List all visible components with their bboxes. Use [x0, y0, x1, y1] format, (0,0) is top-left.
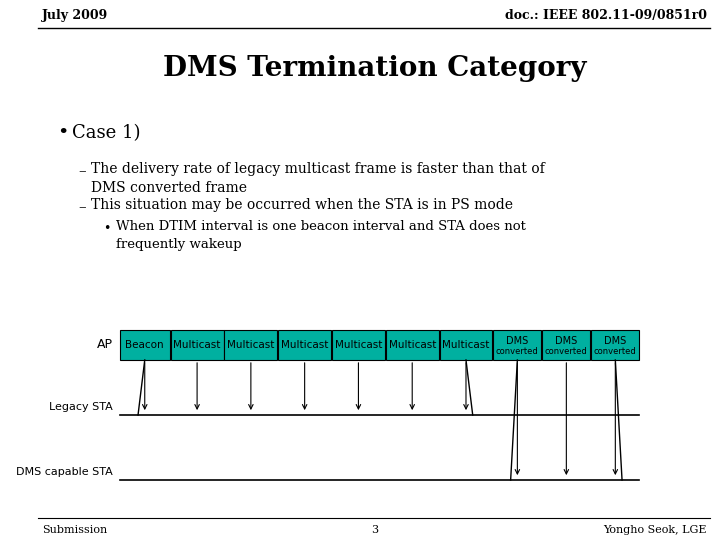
Text: Multicast: Multicast: [228, 340, 274, 350]
FancyBboxPatch shape: [278, 330, 331, 360]
Text: converted: converted: [594, 347, 636, 356]
FancyBboxPatch shape: [332, 330, 384, 360]
Text: DMS Termination Category: DMS Termination Category: [163, 55, 586, 82]
Text: The delivery rate of legacy multicast frame is faster than that of
DMS converted: The delivery rate of legacy multicast fr…: [91, 162, 545, 195]
Text: •: •: [104, 222, 111, 235]
Text: DMS: DMS: [555, 335, 577, 346]
Text: •: •: [58, 124, 68, 142]
Text: 3: 3: [371, 525, 378, 535]
Text: DMS: DMS: [506, 335, 528, 346]
Text: July 2009: July 2009: [42, 10, 108, 23]
FancyBboxPatch shape: [171, 330, 223, 360]
FancyBboxPatch shape: [386, 330, 438, 360]
Text: This situation may be occurred when the STA is in PS mode: This situation may be occurred when the …: [91, 198, 513, 212]
Text: Multicast: Multicast: [389, 340, 436, 350]
Text: doc.: IEEE 802.11-09/0851r0: doc.: IEEE 802.11-09/0851r0: [505, 10, 706, 23]
Text: Yongho Seok, LGE: Yongho Seok, LGE: [603, 525, 706, 535]
Text: Case 1): Case 1): [72, 124, 140, 142]
FancyBboxPatch shape: [493, 330, 541, 360]
FancyBboxPatch shape: [542, 330, 590, 360]
Text: Multicast: Multicast: [281, 340, 328, 350]
Text: converted: converted: [545, 347, 588, 356]
Text: Multicast: Multicast: [335, 340, 382, 350]
Text: Legacy STA: Legacy STA: [49, 402, 113, 412]
Text: Beacon: Beacon: [125, 340, 164, 350]
Text: DMS capable STA: DMS capable STA: [17, 467, 113, 477]
Text: –: –: [78, 200, 86, 214]
Text: Multicast: Multicast: [174, 340, 221, 350]
Text: AP: AP: [97, 339, 113, 352]
Text: Submission: Submission: [42, 525, 107, 535]
Text: DMS: DMS: [604, 335, 626, 346]
FancyBboxPatch shape: [225, 330, 277, 360]
Text: –: –: [78, 164, 86, 178]
Text: converted: converted: [496, 347, 539, 356]
FancyBboxPatch shape: [120, 330, 170, 360]
Text: When DTIM interval is one beacon interval and STA does not
frequently wakeup: When DTIM interval is one beacon interva…: [116, 220, 526, 251]
Text: Multicast: Multicast: [442, 340, 490, 350]
FancyBboxPatch shape: [440, 330, 492, 360]
FancyBboxPatch shape: [591, 330, 639, 360]
